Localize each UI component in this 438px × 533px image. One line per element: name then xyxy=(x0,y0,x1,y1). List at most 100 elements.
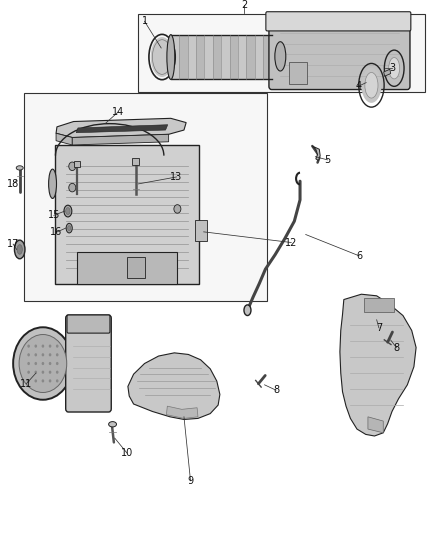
Bar xyxy=(138,14,425,92)
FancyBboxPatch shape xyxy=(171,35,179,79)
Text: 8: 8 xyxy=(273,385,279,395)
Ellipse shape xyxy=(244,305,251,316)
Polygon shape xyxy=(56,133,72,145)
Ellipse shape xyxy=(109,422,117,427)
Text: 3: 3 xyxy=(389,63,395,73)
FancyBboxPatch shape xyxy=(238,35,246,79)
Ellipse shape xyxy=(365,72,378,98)
Circle shape xyxy=(27,379,30,383)
FancyBboxPatch shape xyxy=(205,35,213,79)
Circle shape xyxy=(19,335,67,392)
Text: 10: 10 xyxy=(121,448,133,458)
Polygon shape xyxy=(340,294,416,436)
Circle shape xyxy=(27,353,30,357)
Circle shape xyxy=(42,344,44,348)
Bar xyxy=(132,158,139,165)
Circle shape xyxy=(69,183,76,192)
Circle shape xyxy=(42,353,44,357)
Bar xyxy=(74,161,80,167)
Circle shape xyxy=(56,344,59,348)
Circle shape xyxy=(13,327,73,400)
Circle shape xyxy=(27,362,30,365)
Bar xyxy=(77,252,177,284)
Text: 11: 11 xyxy=(20,379,32,389)
Text: 4: 4 xyxy=(355,82,361,91)
Text: 5: 5 xyxy=(325,155,331,165)
Circle shape xyxy=(35,379,37,383)
Ellipse shape xyxy=(14,240,25,259)
FancyBboxPatch shape xyxy=(196,35,205,79)
Circle shape xyxy=(56,362,59,365)
FancyBboxPatch shape xyxy=(263,35,272,79)
FancyBboxPatch shape xyxy=(213,35,221,79)
Text: 16: 16 xyxy=(50,228,62,237)
Ellipse shape xyxy=(386,53,402,83)
Ellipse shape xyxy=(151,37,173,77)
Text: 2: 2 xyxy=(241,1,247,10)
Circle shape xyxy=(49,379,51,383)
FancyBboxPatch shape xyxy=(221,35,230,79)
FancyBboxPatch shape xyxy=(179,35,187,79)
Ellipse shape xyxy=(64,205,72,217)
Polygon shape xyxy=(56,118,186,138)
FancyBboxPatch shape xyxy=(246,35,255,79)
FancyBboxPatch shape xyxy=(269,17,410,90)
Circle shape xyxy=(42,370,44,374)
Polygon shape xyxy=(195,220,207,241)
Circle shape xyxy=(174,205,181,213)
Circle shape xyxy=(35,362,37,365)
Circle shape xyxy=(49,370,51,374)
Bar xyxy=(127,257,145,278)
Polygon shape xyxy=(312,146,320,160)
Text: 13: 13 xyxy=(170,172,183,182)
Bar xyxy=(24,93,267,301)
Circle shape xyxy=(35,353,37,357)
Circle shape xyxy=(49,362,51,365)
Text: 6: 6 xyxy=(356,251,362,261)
Ellipse shape xyxy=(167,35,175,79)
FancyBboxPatch shape xyxy=(230,35,238,79)
FancyBboxPatch shape xyxy=(187,35,196,79)
Text: 14: 14 xyxy=(112,107,124,117)
Ellipse shape xyxy=(66,207,70,215)
Circle shape xyxy=(56,370,59,374)
Polygon shape xyxy=(72,134,169,145)
Text: 17: 17 xyxy=(7,239,19,249)
Bar xyxy=(289,62,307,84)
Circle shape xyxy=(42,379,44,383)
Circle shape xyxy=(49,353,51,357)
Polygon shape xyxy=(368,417,383,433)
Circle shape xyxy=(42,362,44,365)
Polygon shape xyxy=(55,145,199,284)
Text: 9: 9 xyxy=(187,476,194,486)
FancyBboxPatch shape xyxy=(255,35,263,79)
Ellipse shape xyxy=(389,58,399,79)
Ellipse shape xyxy=(361,68,381,103)
FancyBboxPatch shape xyxy=(66,315,111,412)
Circle shape xyxy=(56,353,59,357)
Polygon shape xyxy=(76,125,168,133)
Text: 12: 12 xyxy=(285,238,297,247)
Polygon shape xyxy=(384,69,391,76)
Ellipse shape xyxy=(17,245,22,254)
Circle shape xyxy=(35,370,37,374)
Ellipse shape xyxy=(67,226,71,231)
Ellipse shape xyxy=(49,169,57,198)
Circle shape xyxy=(27,370,30,374)
Circle shape xyxy=(56,379,59,383)
Circle shape xyxy=(35,344,37,348)
Ellipse shape xyxy=(275,42,286,71)
Bar xyxy=(364,298,394,312)
Polygon shape xyxy=(128,353,220,419)
Text: 15: 15 xyxy=(48,211,60,220)
Text: 7: 7 xyxy=(376,323,382,333)
FancyBboxPatch shape xyxy=(67,315,110,333)
Circle shape xyxy=(49,344,51,348)
Text: 1: 1 xyxy=(141,17,148,26)
Ellipse shape xyxy=(16,166,23,170)
Circle shape xyxy=(69,162,76,171)
Text: 18: 18 xyxy=(7,179,19,189)
Text: 8: 8 xyxy=(393,343,399,352)
FancyBboxPatch shape xyxy=(266,12,411,31)
Polygon shape xyxy=(166,406,198,418)
